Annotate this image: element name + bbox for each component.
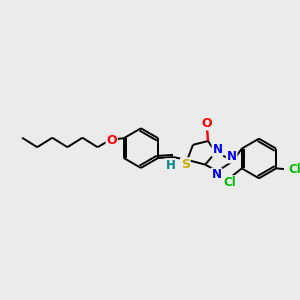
Text: Cl: Cl <box>223 176 236 189</box>
Text: O: O <box>202 117 212 130</box>
Text: H: H <box>165 159 175 172</box>
Text: Cl: Cl <box>289 163 300 176</box>
Text: O: O <box>106 134 117 147</box>
Text: N: N <box>226 150 237 163</box>
Text: N: N <box>212 169 221 182</box>
Text: S: S <box>181 158 190 171</box>
Text: N: N <box>212 143 223 156</box>
